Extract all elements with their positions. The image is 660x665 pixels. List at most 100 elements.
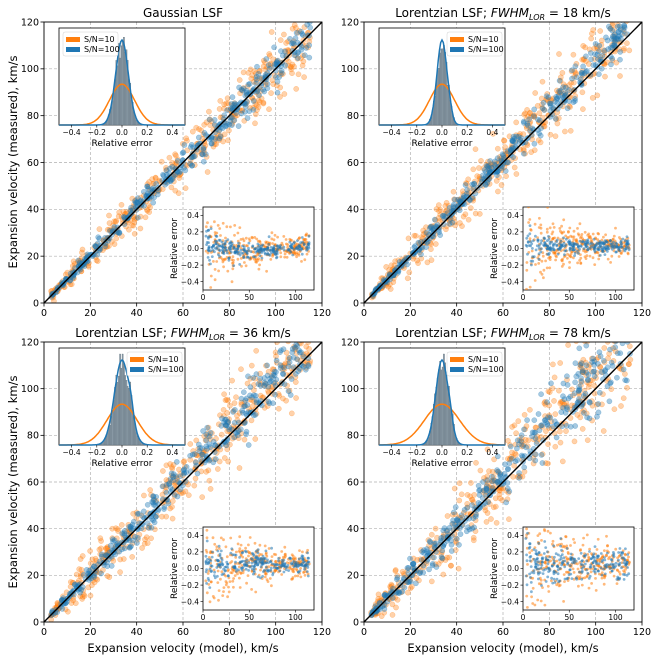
error-point-sn10 bbox=[225, 545, 228, 548]
error-point-sn100 bbox=[221, 559, 224, 562]
scatter-point-sn100 bbox=[451, 204, 456, 209]
error-point-sn100 bbox=[299, 249, 302, 252]
scatter-point-sn10 bbox=[441, 572, 446, 577]
error-point-sn10 bbox=[579, 257, 582, 260]
hist-x-tick-label: −0.4 bbox=[62, 448, 80, 457]
error-y-tick-label: −0.2 bbox=[181, 261, 199, 270]
error-point-sn10 bbox=[613, 235, 616, 238]
scatter-point-sn100 bbox=[227, 122, 232, 127]
error-point-sn100 bbox=[548, 252, 551, 255]
panel-title-main: Gaussian LSF bbox=[143, 6, 223, 20]
error-point-sn100 bbox=[525, 237, 528, 240]
error-point-sn100 bbox=[233, 566, 236, 569]
error-point-sn100 bbox=[615, 246, 618, 249]
error-y-label: Relative error bbox=[170, 218, 180, 279]
scatter-point-sn100 bbox=[201, 147, 206, 152]
error-point-sn100 bbox=[599, 254, 602, 257]
error-point-sn100 bbox=[261, 563, 264, 566]
scatter-point-sn100 bbox=[307, 320, 312, 325]
error-point-sn10 bbox=[226, 270, 229, 273]
error-point-sn10 bbox=[560, 225, 563, 228]
error-point-sn100 bbox=[303, 243, 306, 246]
error-point-sn100 bbox=[299, 570, 302, 573]
y-tick-label: 80 bbox=[27, 111, 39, 122]
scatter-point-sn100 bbox=[536, 411, 541, 416]
scatter-point-sn100 bbox=[262, 375, 267, 380]
scatter-point-sn10 bbox=[269, 29, 274, 34]
error-x-tick-label: 0 bbox=[201, 613, 206, 622]
scatter-point-sn10 bbox=[406, 236, 411, 241]
scatter-point-sn100 bbox=[78, 590, 83, 595]
scatter-point-sn100 bbox=[135, 215, 140, 220]
error-point-sn10 bbox=[270, 238, 273, 241]
error-point-sn10 bbox=[268, 565, 271, 568]
y-tick-label: 20 bbox=[27, 251, 39, 262]
error-point-sn100 bbox=[276, 256, 279, 259]
scatter-point-sn100 bbox=[556, 93, 561, 98]
scatter-point-sn10 bbox=[292, 16, 297, 21]
scatter-point-sn10 bbox=[566, 342, 571, 347]
scatter-point-sn10 bbox=[80, 247, 85, 252]
error-point-sn100 bbox=[251, 245, 254, 248]
error-point-sn100 bbox=[603, 242, 606, 245]
scatter-point-sn10 bbox=[485, 510, 490, 515]
error-point-sn10 bbox=[236, 517, 239, 520]
scatter-point-sn10 bbox=[98, 536, 103, 541]
scatter-point-sn100 bbox=[151, 200, 156, 205]
scatter-point-sn100 bbox=[267, 401, 272, 406]
error-point-sn100 bbox=[257, 551, 260, 554]
scatter-point-sn100 bbox=[583, 54, 588, 59]
scatter-point-sn10 bbox=[494, 520, 499, 525]
scatter-point-sn100 bbox=[264, 56, 269, 61]
error-point-sn10 bbox=[590, 238, 593, 241]
error-point-sn10 bbox=[259, 569, 262, 572]
error-point-sn10 bbox=[236, 573, 239, 576]
error-point-sn10 bbox=[562, 231, 565, 234]
error-point-sn100 bbox=[217, 253, 220, 256]
scatter-point-sn100 bbox=[508, 444, 513, 449]
error-point-sn100 bbox=[217, 559, 220, 562]
scatter-point-sn100 bbox=[624, 302, 629, 307]
scatter-point-sn10 bbox=[602, 74, 607, 79]
error-point-sn100 bbox=[276, 567, 279, 570]
scatter-point-sn100 bbox=[286, 389, 291, 394]
error-point-sn10 bbox=[241, 556, 244, 559]
error-point-sn10 bbox=[546, 231, 549, 234]
error-point-sn10 bbox=[217, 270, 220, 273]
scatter-point-sn100 bbox=[544, 400, 549, 405]
scatter-point-sn10 bbox=[221, 407, 226, 412]
error-y-tick-label: 0.4 bbox=[187, 531, 199, 540]
error-point-sn10 bbox=[218, 589, 221, 592]
scatter-point-sn10 bbox=[167, 155, 172, 160]
scatter-point-sn100 bbox=[183, 168, 188, 173]
error-point-sn100 bbox=[222, 250, 225, 253]
scatter-point-sn10 bbox=[225, 138, 230, 143]
scatter-point-sn10 bbox=[627, 48, 632, 53]
error-point-sn10 bbox=[286, 256, 289, 259]
error-point-sn10 bbox=[298, 237, 301, 240]
scatter-point-sn10 bbox=[563, 429, 568, 434]
scatter-point-sn10 bbox=[586, 384, 591, 389]
error-point-sn100 bbox=[207, 577, 210, 580]
scatter-point-sn10 bbox=[468, 480, 473, 485]
error-point-sn10 bbox=[546, 206, 549, 209]
scatter-point-sn10 bbox=[232, 401, 237, 406]
scatter-point-sn100 bbox=[254, 372, 259, 377]
error-point-sn10 bbox=[295, 253, 298, 256]
error-point-sn100 bbox=[271, 562, 274, 565]
scatter-point-sn100 bbox=[494, 173, 499, 178]
error-point-sn10 bbox=[597, 258, 600, 261]
error-point-sn10 bbox=[292, 568, 295, 571]
scatter-point-sn10 bbox=[106, 213, 111, 218]
error-point-sn100 bbox=[243, 248, 246, 251]
scatter-point-sn100 bbox=[95, 252, 100, 257]
scatter-point-sn10 bbox=[568, 128, 573, 133]
scatter-point-sn100 bbox=[508, 147, 513, 152]
scatter-point-sn10 bbox=[192, 483, 197, 488]
scatter-point-sn10 bbox=[478, 468, 483, 473]
scatter-point-sn100 bbox=[248, 385, 253, 390]
scatter-point-sn100 bbox=[128, 544, 133, 549]
error-point-sn100 bbox=[252, 255, 255, 258]
scatter-point-sn10 bbox=[548, 132, 553, 137]
scatter-point-sn10 bbox=[88, 548, 93, 553]
